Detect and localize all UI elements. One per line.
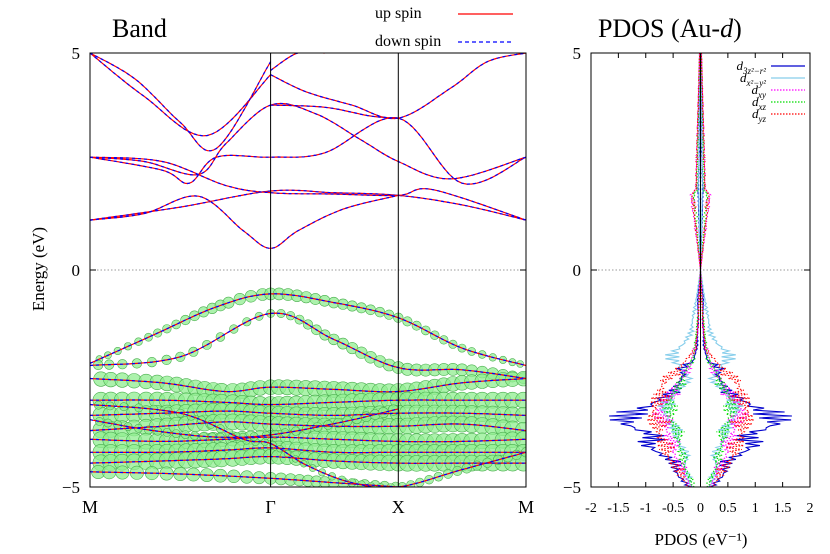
band-down-spin: [90, 377, 526, 393]
band-down-spin: [90, 410, 526, 416]
band-down-spin: [90, 436, 526, 443]
pdos-x-tick-label: -2: [585, 501, 597, 516]
pdos-y-ticks: −5 0 5: [563, 44, 810, 497]
band-up-spin: [90, 102, 526, 180]
pdos-y-tick-label: 5: [573, 44, 582, 63]
pdos-x-tick-label: 0: [697, 501, 704, 516]
band-x-tick-label: Γ: [265, 497, 275, 517]
band-down-spin: [90, 53, 272, 137]
band-down-spin: [90, 408, 399, 438]
band-y-tick-label: 0: [72, 261, 81, 280]
band-down-spin: [90, 447, 526, 454]
pdos-legend-label: dyz: [752, 106, 766, 124]
pdos-x-tick-label: 1: [752, 501, 759, 516]
band-down-spin: [90, 116, 526, 185]
pdos-legend-label: dx²−y²: [740, 70, 766, 88]
pdos-x-tick-label: 1.5: [774, 501, 792, 516]
band-up-spin: [270, 53, 325, 71]
pdos-title-main: PDOS (Au-: [598, 14, 720, 43]
band-down-spin: [90, 194, 399, 249]
pdos-x-axis-label: PDOS (eV⁻¹): [655, 530, 748, 549]
pdos-legend-label-sub: yz: [758, 114, 767, 124]
pdos-legend-label-sub: xz: [758, 102, 767, 112]
pdos-curve-dyz-up: [699, 53, 754, 487]
pdos-x-ticks: -2 -1.5 -1 -0.5 0 0.5 1 1.5 2: [585, 53, 814, 516]
band-down-spin: [90, 421, 526, 432]
pdos-x-tick-label: -0.5: [662, 501, 684, 516]
pdos-panel-title: PDOS (Au-d): [598, 14, 742, 43]
band-down-spin: [90, 399, 526, 406]
pdos-y-tick-label: 0: [573, 261, 582, 280]
pdos-x-tick-label: 2: [807, 501, 814, 516]
band-high-symmetry-lines: [270, 53, 399, 487]
band-y-ticks: −5 0 5: [62, 44, 526, 497]
legend-up-spin-label: up spin: [375, 5, 422, 22]
pdos-x-tick-label: 0.5: [719, 501, 737, 516]
pdos-title-italic: d: [720, 14, 734, 43]
band-panel-title: Band: [112, 14, 167, 43]
band-y-axis-label: Energy (eV): [29, 227, 48, 311]
band-down-spin: [90, 102, 526, 180]
band-down-spin: [90, 156, 526, 221]
pdos-x-tick-label: -1: [640, 501, 652, 516]
band-up-spin: [90, 116, 526, 185]
band-down-spin: [90, 312, 526, 380]
band-legend: up spin down spin: [375, 5, 513, 50]
pdos-legend-label-main: d: [752, 94, 759, 109]
pdos-title-close: ): [733, 14, 742, 43]
band-down-spin: [90, 403, 526, 487]
pdos-legend-label-main: d: [737, 58, 744, 73]
band-down-spin: [270, 104, 399, 119]
band-x-tick-label: M: [518, 497, 534, 517]
pdos-legend-label-main: d: [752, 106, 759, 121]
band-panel: −5 0 5 M Γ X M Energy (eV): [29, 44, 534, 517]
pdos-x-tick-label: -1.5: [607, 501, 629, 516]
pdos-legend-label: dxz: [752, 94, 766, 112]
band-down-spin: [90, 293, 526, 367]
band-up-spin: [90, 194, 399, 249]
pdos-panel: −505 -2 -1.5 -1 -0.5 0 0.5 1 1.5 2 d3z²−r²dx²−y²…: [563, 44, 814, 549]
pdos-curve-dyz-down: [647, 53, 702, 487]
pdos-y-tick-label: −5: [563, 478, 581, 497]
band-weight-marker: [386, 483, 396, 487]
band-up-spin: [90, 53, 272, 137]
legend-down-spin-label: down spin: [375, 33, 441, 50]
band-down-spin: [270, 53, 325, 71]
band-down-spin: [270, 53, 526, 120]
band-weight-marker: [376, 483, 385, 487]
pdos-legend-label-sub: x²−y²: [746, 78, 767, 88]
pdos-legend-label-main: d: [752, 82, 759, 97]
pdos-legend-label-main: d: [740, 70, 747, 85]
pdos-legend-label-sub: 3z²−r²: [742, 66, 766, 76]
band-down-spin: [90, 456, 526, 464]
band-y-tick-label: −5: [62, 478, 80, 497]
band-x-tick-label: M: [82, 497, 98, 517]
pdos-legend-label: dxy: [752, 82, 767, 100]
band-y-tick-label: 5: [72, 44, 81, 63]
band-down-spin: [90, 189, 526, 221]
band-x-tick-label: X: [392, 497, 405, 517]
pdos-legend-label-sub: xy: [757, 90, 766, 100]
band-lines: [90, 53, 526, 487]
band-down-spin: [90, 53, 272, 152]
pdos-legend-label: d3z²−r²: [737, 58, 767, 76]
